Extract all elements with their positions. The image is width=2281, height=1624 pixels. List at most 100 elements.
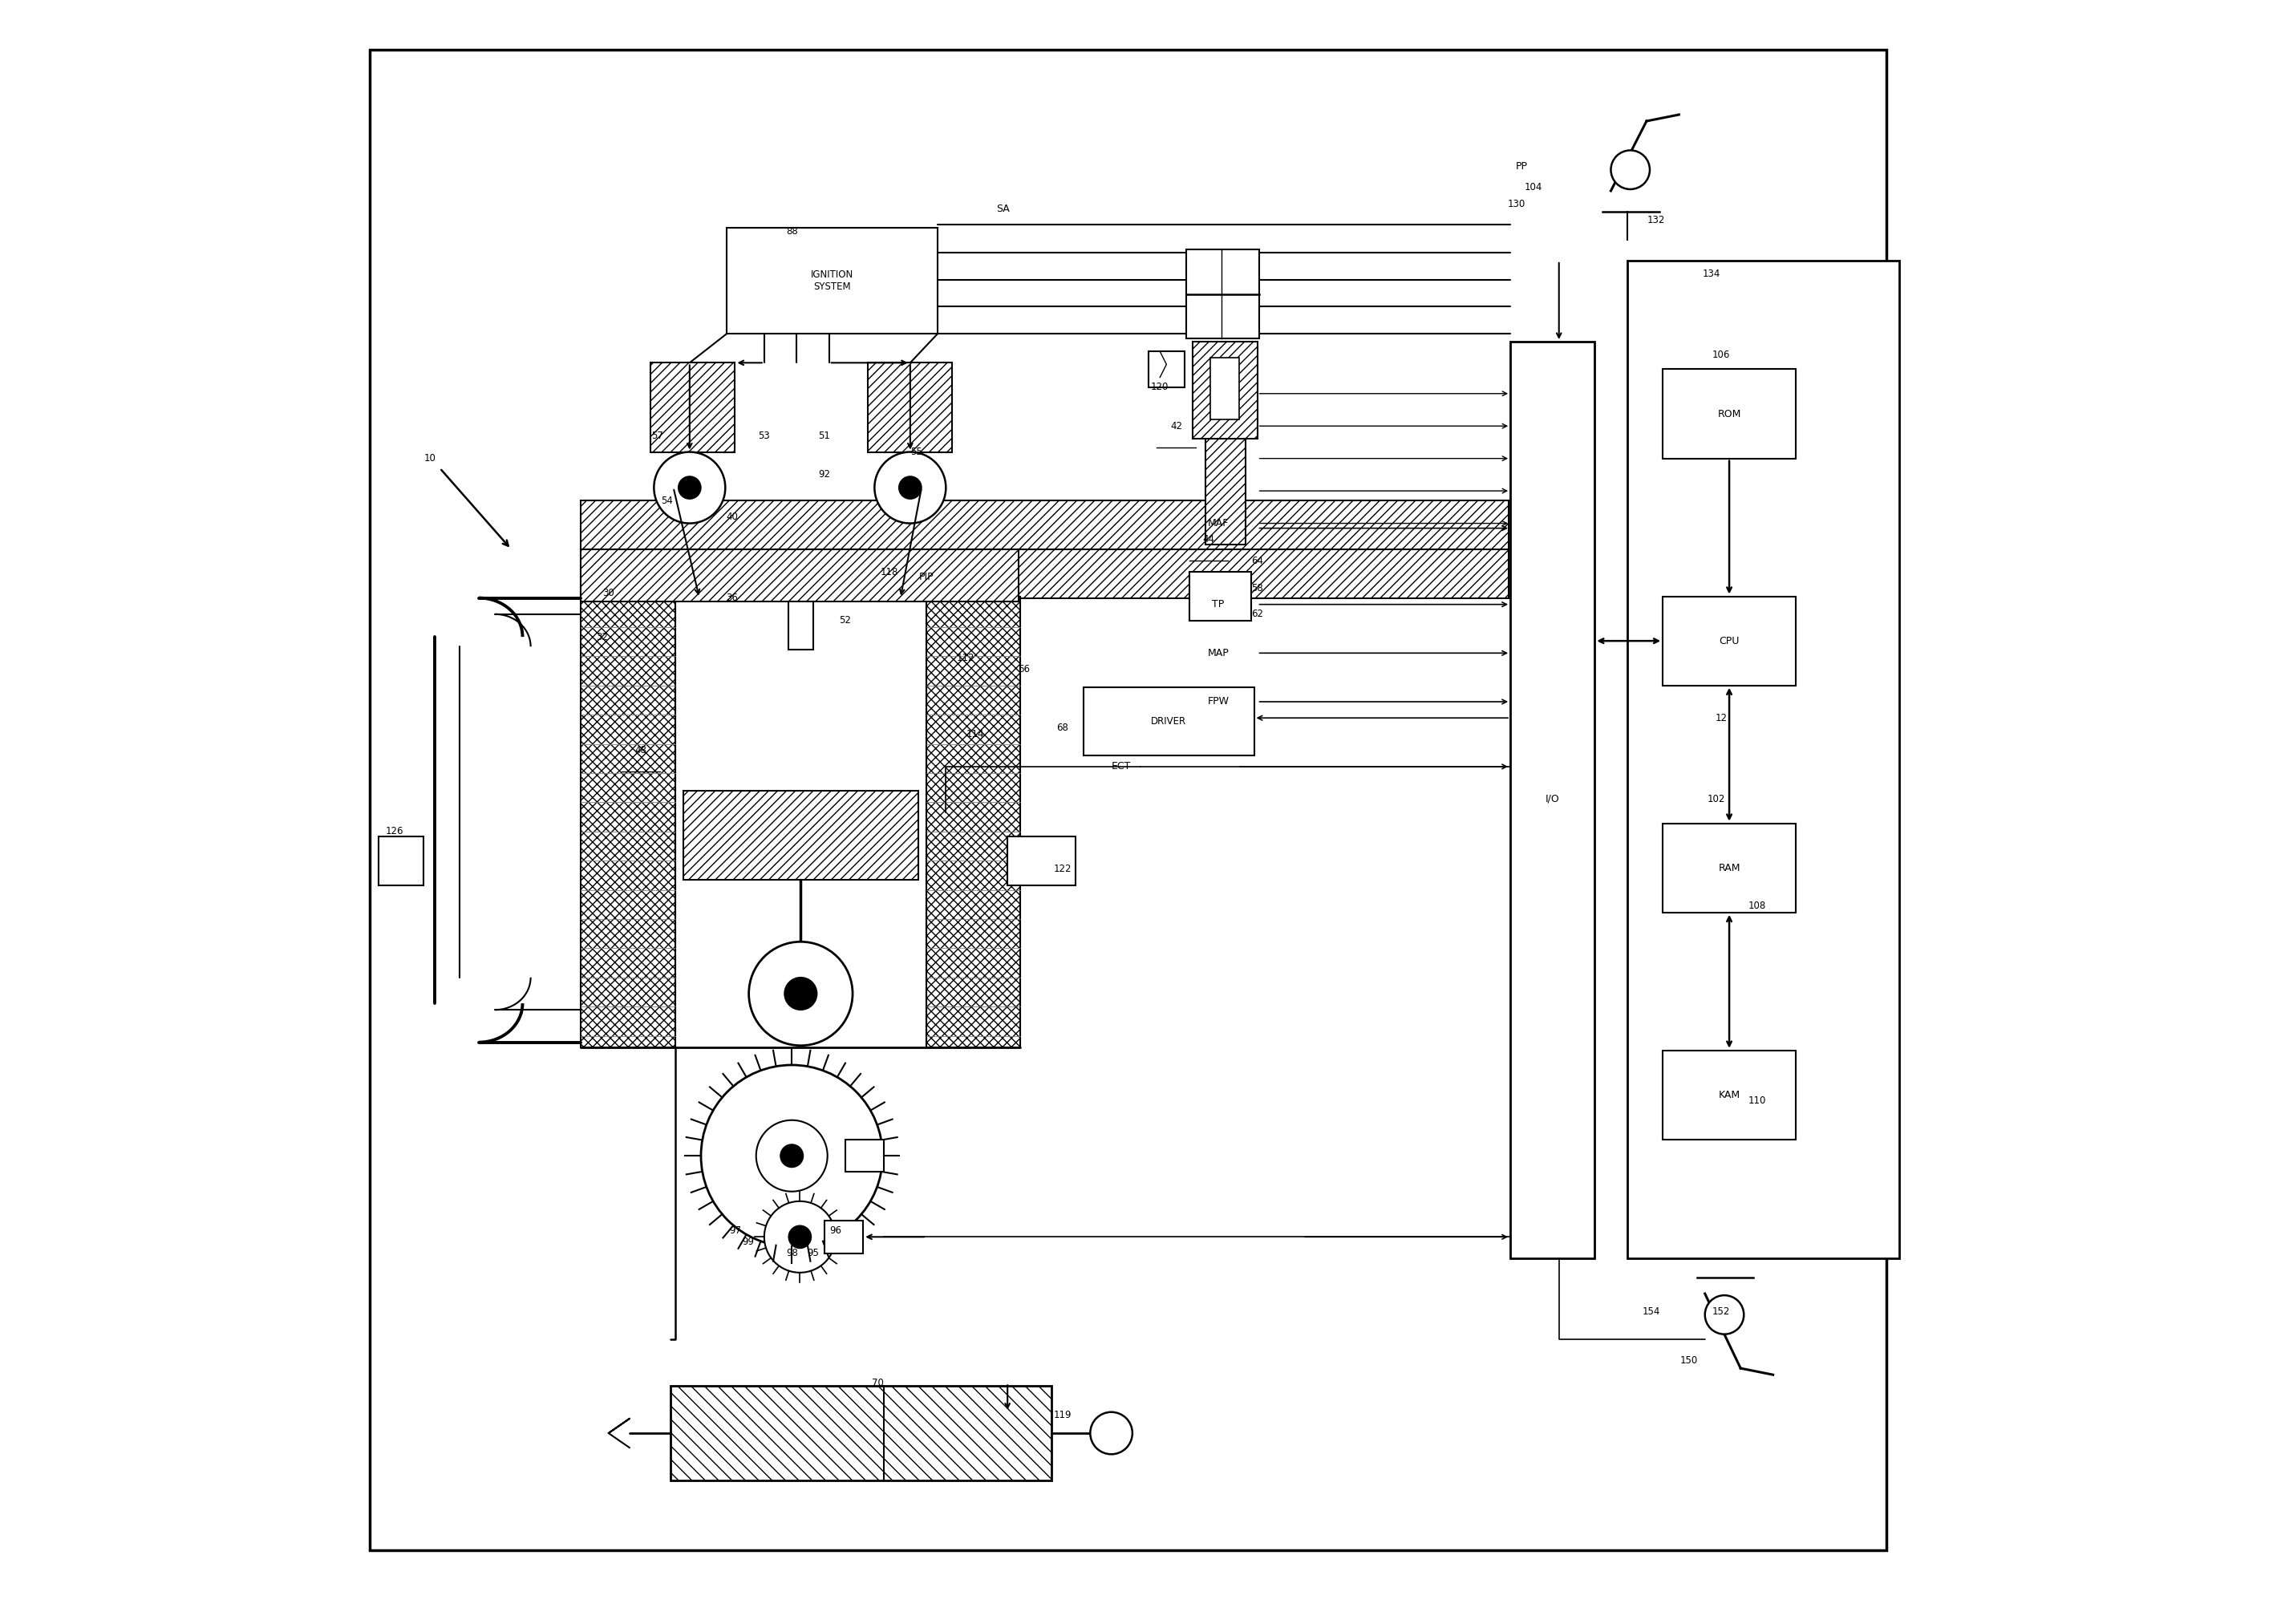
Text: 110: 110 (1747, 1096, 1765, 1106)
Text: CPU: CPU (1720, 635, 1740, 646)
Text: 102: 102 (1706, 794, 1724, 804)
Text: 42: 42 (1170, 421, 1182, 432)
Circle shape (1704, 1296, 1745, 1335)
Text: FPW: FPW (1207, 697, 1229, 706)
Text: 106: 106 (1713, 349, 1729, 361)
Text: 32: 32 (595, 632, 609, 641)
Circle shape (1610, 151, 1649, 190)
Bar (1626, 260, 1900, 1259)
Bar (926, 596, 1020, 1047)
Bar (1204, 438, 1245, 544)
Text: 64: 64 (1252, 555, 1264, 565)
Text: 98: 98 (787, 1247, 798, 1259)
Bar (682, 791, 919, 880)
Bar (1186, 248, 1259, 338)
Text: 152: 152 (1713, 1306, 1729, 1317)
Bar (1663, 1051, 1795, 1140)
Bar (1193, 341, 1257, 438)
Text: 40: 40 (725, 512, 737, 521)
Text: 122: 122 (1054, 864, 1072, 874)
Text: 120: 120 (1152, 382, 1168, 393)
Circle shape (780, 1145, 803, 1168)
Text: PIP: PIP (919, 572, 933, 581)
Circle shape (764, 1202, 835, 1273)
Circle shape (899, 476, 922, 499)
Circle shape (755, 1121, 828, 1192)
Text: PP: PP (1515, 161, 1528, 172)
Text: DRIVER: DRIVER (1152, 716, 1186, 726)
Text: 96: 96 (830, 1224, 842, 1236)
Text: 97: 97 (730, 1224, 741, 1236)
Bar (1150, 351, 1184, 387)
Text: IGNITION
SYSTEM: IGNITION SYSTEM (812, 270, 853, 292)
Text: 54: 54 (661, 495, 673, 505)
Bar (1008, 836, 1077, 885)
Text: 12: 12 (1715, 713, 1727, 723)
Bar (582, 549, 1508, 598)
Bar (671, 1387, 1052, 1479)
Text: 95: 95 (807, 1247, 819, 1259)
Text: 134: 134 (1702, 268, 1720, 279)
Circle shape (748, 942, 853, 1046)
Circle shape (785, 978, 817, 1010)
Circle shape (789, 1226, 812, 1249)
Text: 62: 62 (1252, 609, 1264, 619)
Text: 70: 70 (871, 1377, 883, 1389)
Circle shape (677, 476, 700, 499)
Text: 112: 112 (956, 653, 974, 663)
Text: 44: 44 (1202, 534, 1216, 544)
Bar (728, 227, 937, 333)
Bar (379, 836, 424, 885)
Text: 154: 154 (1642, 1306, 1661, 1317)
Text: 10: 10 (424, 453, 436, 464)
Bar (1663, 596, 1795, 685)
Text: RAM: RAM (1718, 862, 1740, 874)
Bar (823, 1221, 862, 1254)
Text: MAF: MAF (1207, 518, 1229, 528)
Text: 52: 52 (839, 615, 851, 625)
Text: ECT: ECT (1111, 762, 1131, 771)
Bar (869, 362, 953, 451)
Bar (1663, 823, 1795, 913)
Bar (650, 362, 734, 451)
Text: SA: SA (997, 203, 1010, 214)
Bar (671, 1387, 1052, 1479)
Bar (582, 596, 675, 1047)
Text: 53: 53 (757, 430, 771, 442)
Text: 104: 104 (1524, 182, 1542, 193)
Bar (582, 549, 1020, 601)
Bar (789, 601, 812, 650)
Text: 48: 48 (634, 745, 648, 755)
Text: 57: 57 (650, 430, 664, 442)
Circle shape (655, 451, 725, 523)
Text: KAM: KAM (1718, 1090, 1740, 1099)
Text: 58: 58 (1252, 583, 1264, 593)
Circle shape (874, 451, 947, 523)
Text: I/O: I/O (1544, 794, 1560, 804)
Bar (1510, 341, 1594, 1259)
Bar (846, 1140, 885, 1173)
Text: 108: 108 (1747, 901, 1765, 911)
Text: 126: 126 (385, 827, 404, 836)
Text: 51: 51 (819, 430, 830, 442)
Text: 36: 36 (725, 593, 737, 603)
Text: 119: 119 (1054, 1410, 1072, 1421)
Text: 118: 118 (880, 567, 899, 577)
Text: MAP: MAP (1207, 648, 1229, 658)
Circle shape (1090, 1411, 1131, 1453)
Bar (1188, 572, 1250, 620)
Text: 99: 99 (741, 1236, 755, 1247)
Text: 92: 92 (819, 469, 830, 479)
Text: ROM: ROM (1718, 409, 1740, 419)
Text: 130: 130 (1508, 198, 1526, 209)
Text: 55: 55 (910, 447, 922, 458)
Bar (1211, 357, 1239, 419)
Text: 88: 88 (787, 226, 798, 237)
Bar (1663, 369, 1795, 458)
Text: 114: 114 (967, 729, 983, 739)
Bar (1083, 687, 1255, 755)
Text: 150: 150 (1679, 1354, 1697, 1366)
Text: 132: 132 (1647, 214, 1665, 226)
Text: TP: TP (1211, 599, 1225, 609)
Text: 68: 68 (1056, 723, 1068, 732)
